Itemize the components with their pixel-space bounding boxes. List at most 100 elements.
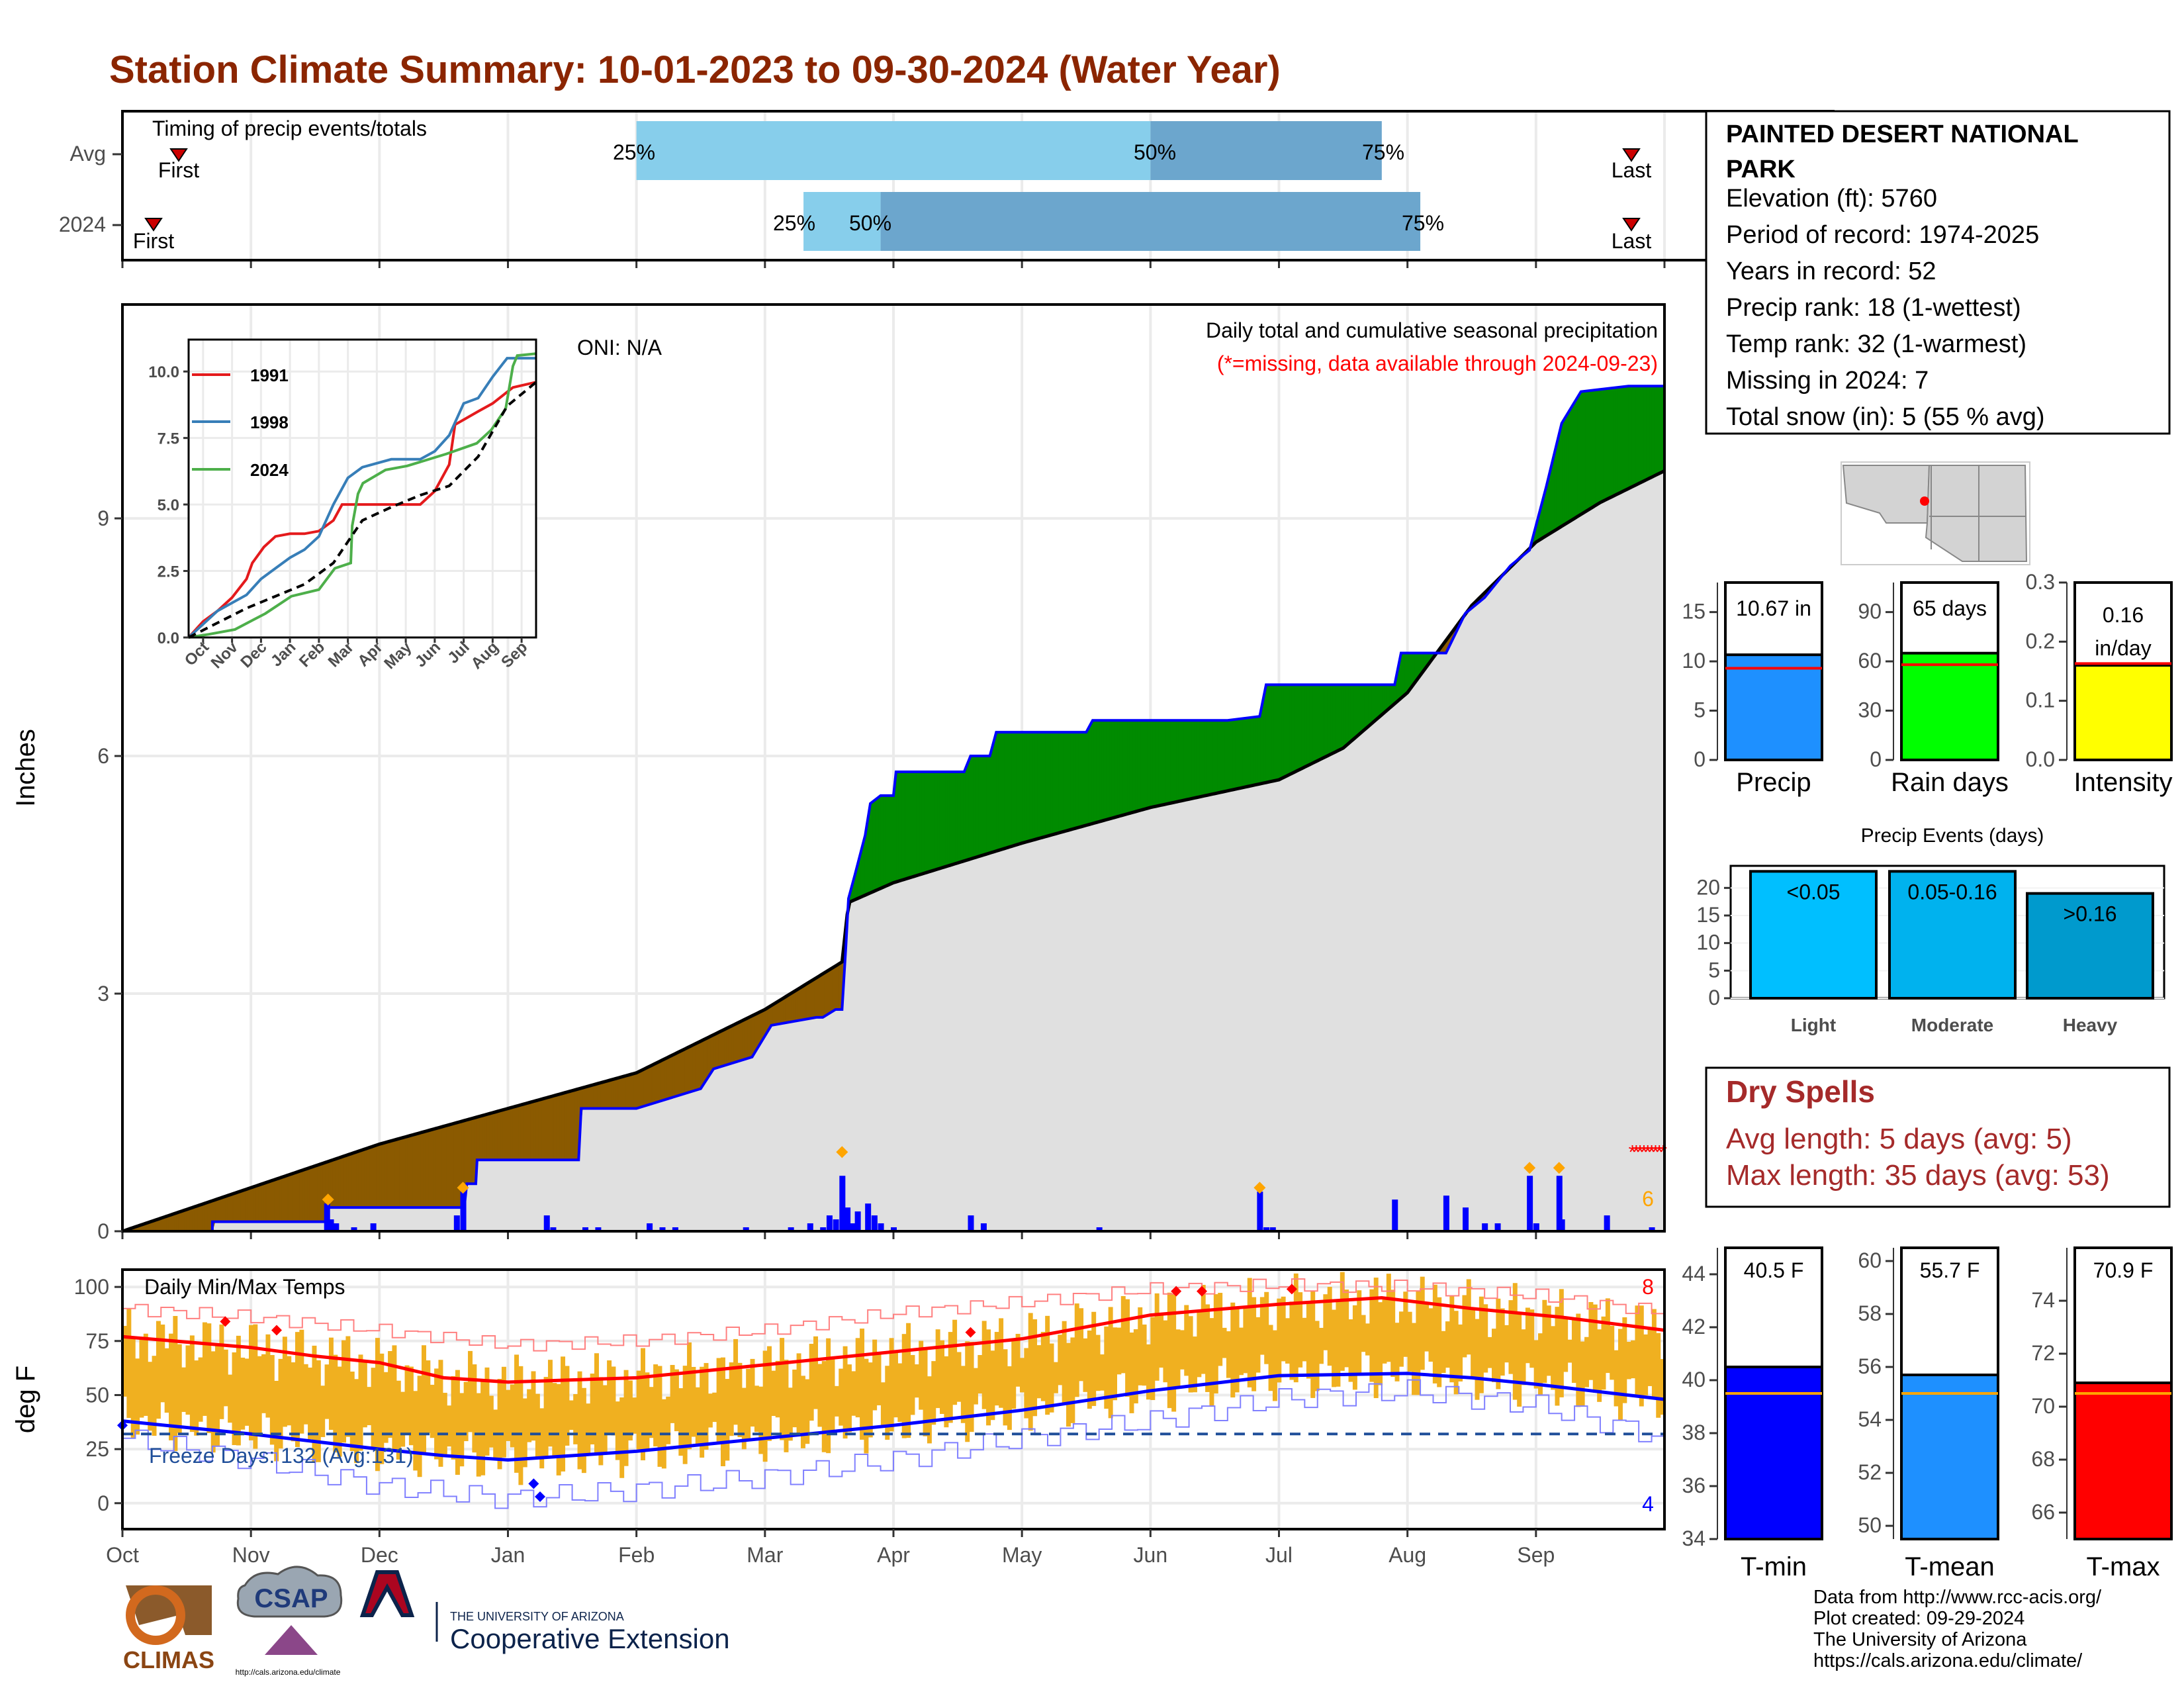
surplus-area xyxy=(1324,684,1328,758)
daily-temp-bar xyxy=(1040,1332,1046,1401)
daily-temp-bar xyxy=(459,1393,465,1467)
month-label: Jan xyxy=(491,1543,525,1567)
month-axis: Oct Nov Dec Jan Feb Mar Apr May Jun Jul Aug Sep xyxy=(106,1529,1555,1567)
surplus-area xyxy=(1561,418,1565,527)
station-precip-rank: Precip rank: 18 (1-wettest) xyxy=(1726,294,2021,322)
daily-temp-bar xyxy=(1571,1318,1576,1383)
surplus-area xyxy=(1026,731,1030,843)
daily-temp-bar xyxy=(1310,1291,1316,1398)
deficit-area xyxy=(366,1147,370,1208)
daily-temp-bar xyxy=(308,1367,313,1440)
daily-temp-bar xyxy=(577,1371,582,1470)
deficit-area xyxy=(803,983,807,1020)
surplus-area xyxy=(870,800,874,894)
surplus-area xyxy=(1646,385,1650,481)
temp-summary-t-mean-tick-label: 60 xyxy=(1858,1248,1882,1272)
daily-temp-bar xyxy=(1259,1297,1265,1355)
tmin-bar-name: T-min xyxy=(1741,1552,1807,1581)
daily-temp-bar xyxy=(303,1364,308,1425)
deficit-area xyxy=(687,1045,691,1094)
daily-precip-bar xyxy=(1269,1227,1276,1231)
surplus-area xyxy=(1119,720,1123,817)
daily-precip-bar xyxy=(1463,1207,1469,1231)
daily-temp-bar xyxy=(383,1372,388,1443)
month-label: Nov xyxy=(232,1543,270,1567)
intensity-bar-name: Intensity xyxy=(2074,768,2173,797)
deficit-area xyxy=(245,1188,249,1223)
surplus-area xyxy=(1571,400,1575,521)
daily-temp-bar xyxy=(421,1345,426,1456)
deficit-area xyxy=(546,1096,550,1160)
surplus-area xyxy=(936,771,940,870)
daily-temp-bar xyxy=(1635,1305,1640,1397)
record-tmax-marker xyxy=(965,1327,976,1338)
station-name-line2: PARK xyxy=(1726,156,1796,183)
deficit-area xyxy=(320,1162,324,1223)
daily-temp-bar xyxy=(1113,1327,1118,1401)
surplus-area xyxy=(1314,684,1318,763)
surplus-area xyxy=(1155,720,1159,807)
map-southwest-region xyxy=(1925,465,2028,562)
daily-temp-bar xyxy=(581,1387,586,1474)
daily-temp-bar xyxy=(860,1329,865,1440)
deficit-area xyxy=(662,1058,665,1102)
daily-precip-bar xyxy=(460,1192,467,1231)
daily-temp-bar xyxy=(678,1388,684,1456)
surplus-area xyxy=(1070,731,1074,830)
timing-bar-q50-q75 xyxy=(1150,121,1382,180)
surplus-area xyxy=(1132,720,1136,814)
daily-temp-bar xyxy=(855,1338,860,1418)
daily-temp-bar xyxy=(295,1332,300,1448)
surplus-area xyxy=(1371,684,1375,725)
daily-temp-bar xyxy=(261,1354,267,1413)
daily-temp-bar xyxy=(1533,1340,1539,1389)
daily-temp-bar xyxy=(417,1376,422,1477)
deficit-area xyxy=(217,1197,221,1223)
deficit-area xyxy=(186,1208,190,1232)
daily-precip-bar xyxy=(807,1223,813,1231)
deficit-area xyxy=(486,1113,490,1160)
daily-temp-bar xyxy=(704,1363,709,1450)
deficit-area xyxy=(515,1105,519,1160)
surplus-area xyxy=(1361,684,1365,733)
inset-y-tick-label: 0.0 xyxy=(158,630,179,647)
daily-temp-bar xyxy=(1318,1327,1324,1364)
deficit-area xyxy=(443,1125,447,1208)
daily-temp-bar xyxy=(1344,1289,1349,1368)
daily-temp-bar xyxy=(189,1335,195,1432)
summary-precip-tick-label: 5 xyxy=(1694,698,1706,722)
daily-temp-bar xyxy=(1062,1321,1067,1404)
surplus-area xyxy=(983,755,987,856)
daily-temp-bar xyxy=(451,1376,456,1460)
surplus-area xyxy=(1299,684,1302,771)
deficit-area xyxy=(276,1178,280,1223)
daily-temp-bar xyxy=(666,1396,671,1444)
record-tmin-marker xyxy=(528,1478,539,1489)
daily-temp-bar xyxy=(1074,1303,1079,1397)
daily-temp-bar xyxy=(173,1315,178,1452)
daily-temp-bar xyxy=(388,1351,393,1438)
daily-temp-bar xyxy=(1171,1294,1177,1412)
surplus-area xyxy=(1373,684,1377,722)
deficit-area xyxy=(613,1078,617,1109)
surplus-area xyxy=(1335,684,1339,753)
surplus-area xyxy=(1582,391,1586,514)
daily-temp-bar xyxy=(923,1348,928,1436)
deficit-area xyxy=(643,1067,647,1107)
deficit-area xyxy=(705,1037,709,1082)
deficit-area xyxy=(564,1092,568,1160)
ua-logo-line2: Cooperative Extension xyxy=(450,1623,730,1654)
deficit-area xyxy=(774,1001,778,1025)
daily-temp-bar xyxy=(969,1342,974,1432)
surplus-area xyxy=(1091,720,1095,825)
deficit-area xyxy=(420,1131,424,1208)
surplus-area xyxy=(1257,710,1261,785)
y2024-p75-label: 75% xyxy=(1402,211,1444,235)
surplus-area xyxy=(882,795,886,888)
surplus-area xyxy=(1569,405,1572,522)
daily-temp-bar xyxy=(590,1374,595,1445)
surplus-area xyxy=(1574,397,1578,519)
surplus-area xyxy=(1206,720,1210,796)
surplus-area xyxy=(1058,731,1061,834)
surplus-area xyxy=(970,755,974,860)
